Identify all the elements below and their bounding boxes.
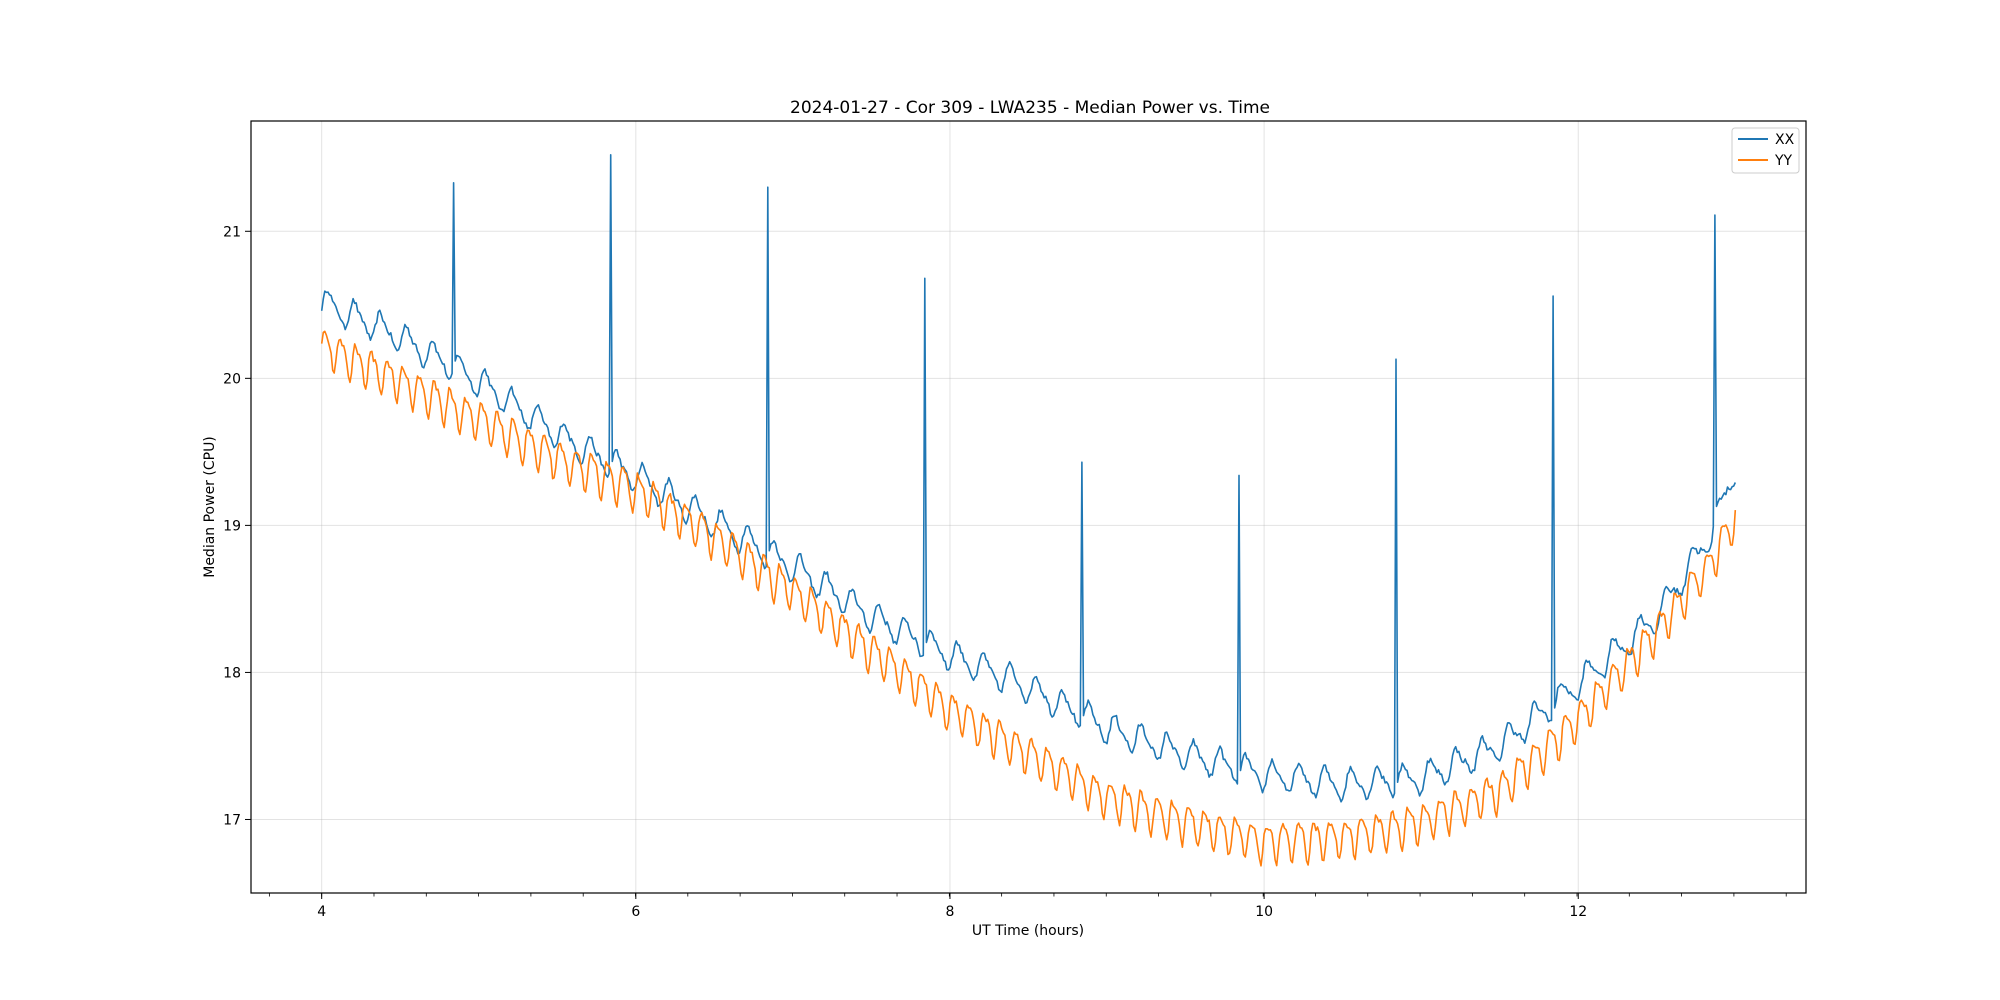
x-tick-label: 6: [631, 904, 640, 920]
legend-label-xx: XX: [1775, 132, 1795, 148]
chart-title: 2024-01-27 - Cor 309 - LWA235 - Median P…: [790, 98, 1270, 118]
series-line-xx: [320, 154, 1737, 803]
axis-ticks: 4 6 8 10 12 17 18 19 20 21: [223, 224, 1787, 920]
y-tick-label: 18: [223, 665, 241, 681]
legend-label-yy: YY: [1774, 153, 1793, 169]
y-tick-label: 19: [223, 518, 241, 534]
x-axis-label: UT Time (hours): [972, 923, 1084, 939]
grid-lines: [251, 121, 1806, 893]
y-axis-label: Median Power (CPU): [202, 436, 218, 578]
y-tick-label: 21: [223, 224, 241, 240]
plot-frame: [250, 120, 1807, 894]
x-tick-label: 8: [946, 904, 955, 920]
x-tick-label: 4: [317, 904, 326, 920]
legend: XX YY: [1731, 127, 1800, 174]
y-tick-label: 17: [223, 812, 241, 828]
y-tick-label: 20: [223, 371, 241, 387]
series-line-yy: [320, 330, 1737, 867]
x-tick-label: 10: [1255, 904, 1273, 920]
series-lines: [320, 154, 1737, 867]
x-tick-label: 12: [1569, 904, 1587, 920]
